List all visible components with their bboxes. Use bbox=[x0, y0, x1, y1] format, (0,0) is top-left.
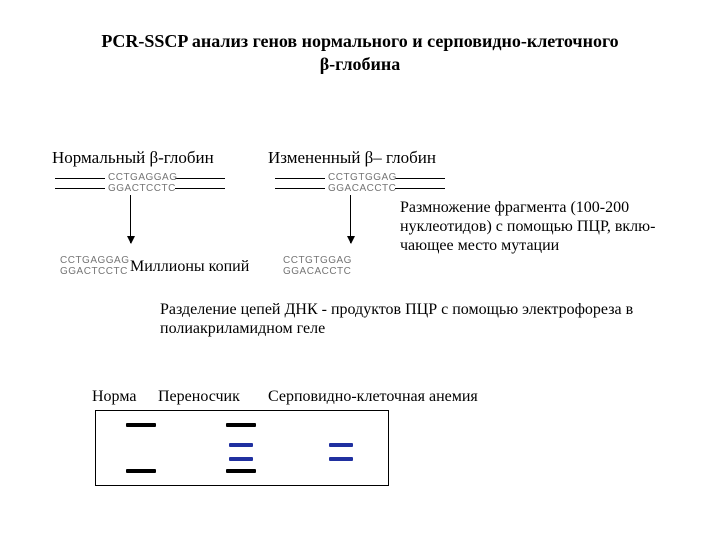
normal-seq: CCTGAGGAG GGACTCCTC bbox=[108, 172, 178, 194]
gel-lane-carrier bbox=[226, 411, 262, 485]
gel-band bbox=[329, 443, 353, 447]
seq-bot: GGACTCCTC bbox=[60, 266, 128, 277]
gel-band bbox=[329, 457, 353, 461]
gel-band bbox=[126, 423, 156, 427]
amplify-description: Размножение фрагмента (100-200 нуклеотид… bbox=[400, 198, 690, 256]
mutant-globin-label: Измененный β– глобин bbox=[268, 148, 436, 168]
mutant-seq: CCTGTGGAG GGACACCTC bbox=[328, 172, 397, 194]
dna-strand bbox=[55, 178, 105, 179]
seq-bot: GGACACCTC bbox=[328, 183, 396, 194]
page-title: PCR-SSCP анализ генов нормального и серп… bbox=[0, 0, 720, 87]
dna-strand bbox=[175, 178, 225, 179]
seq-top: CCTGTGGAG bbox=[328, 172, 397, 183]
gel-lane-disease bbox=[326, 411, 362, 485]
dna-strand bbox=[395, 178, 445, 179]
seq-top: CCTGTGGAG bbox=[283, 255, 352, 266]
millions-copies-label: Миллионы копий bbox=[130, 258, 249, 276]
title-line1: PCR-SSCP анализ генов нормального и серп… bbox=[101, 31, 618, 51]
lane-label-normal: Норма bbox=[92, 388, 136, 406]
dna-strand bbox=[55, 188, 105, 189]
dna-strand bbox=[395, 188, 445, 189]
normal-globin-label: Нормальный β-глобин bbox=[52, 148, 214, 168]
arrow-down-icon bbox=[130, 195, 131, 243]
gel-band bbox=[226, 469, 256, 473]
dna-strand bbox=[275, 188, 325, 189]
normal-copies-seq: CCTGAGGAG GGACTCCTC bbox=[60, 255, 130, 277]
gel-band bbox=[126, 469, 156, 473]
seq-bot: GGACTCCTC bbox=[108, 183, 176, 194]
gel-band bbox=[229, 443, 253, 447]
mutant-copies-seq: CCTGTGGAG GGACACCTC bbox=[283, 255, 352, 277]
dna-strand bbox=[175, 188, 225, 189]
gel-band bbox=[229, 457, 253, 461]
separation-text: Разделение цепей ДНК - продуктов ПЦР с п… bbox=[160, 300, 660, 338]
lane-label-carrier: Переносчик bbox=[158, 388, 240, 406]
lane-label-disease: Серповидно-клеточная анемия bbox=[268, 388, 488, 406]
gel-box bbox=[95, 410, 389, 486]
seq-bot: GGACACCTC bbox=[283, 266, 351, 277]
gel-lane-normal bbox=[126, 411, 162, 485]
gel-band bbox=[226, 423, 256, 427]
arrow-down-icon bbox=[350, 195, 351, 243]
seq-top: CCTGAGGAG bbox=[108, 172, 178, 183]
seq-top: CCTGAGGAG bbox=[60, 255, 130, 266]
dna-strand bbox=[275, 178, 325, 179]
title-line2: β-глобина bbox=[320, 54, 401, 74]
separation-description: Разделение цепей ДНК - продуктов ПЦР с п… bbox=[160, 300, 660, 338]
